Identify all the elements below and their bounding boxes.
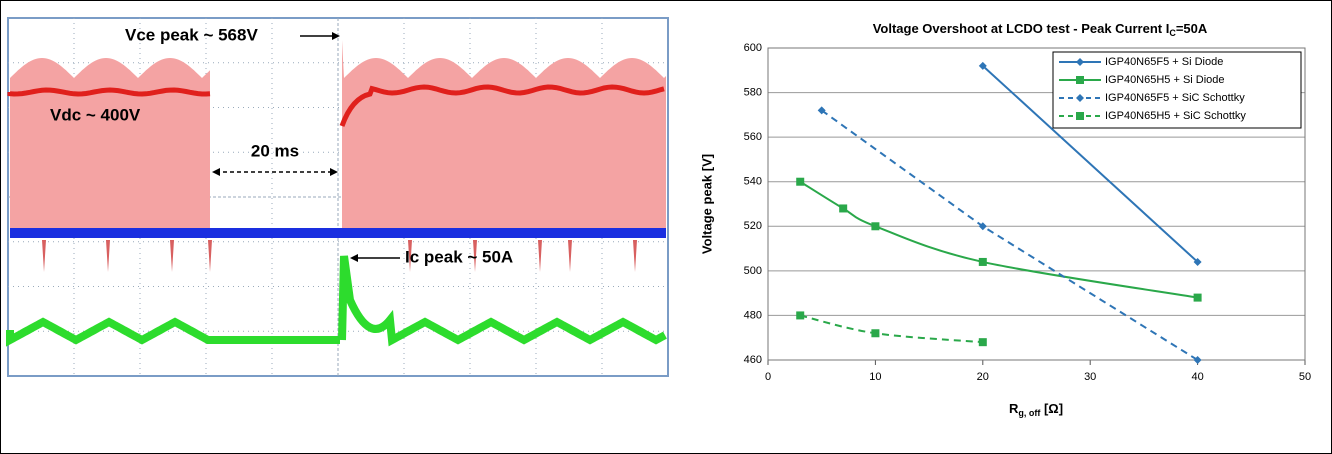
y-tick-label: 540 — [744, 176, 762, 188]
marker — [796, 311, 804, 319]
annotation: Vce peak ~ 568V — [125, 25, 258, 44]
x-tick-label: 50 — [1299, 371, 1311, 383]
legend-label: IGP40N65F5 + Si Diode — [1105, 56, 1223, 68]
y-tick-label: 580 — [744, 86, 762, 98]
annotation: Ic peak ~ 50A — [405, 247, 513, 266]
title-text: Voltage Overshoot at LCDO test - Peak Cu… — [873, 21, 1170, 36]
marker — [979, 338, 987, 346]
x-tick-label: 40 — [1191, 371, 1203, 383]
marker — [871, 329, 879, 337]
legend-marker — [1076, 76, 1084, 84]
current-band — [10, 228, 666, 238]
y-tick-label: 520 — [744, 220, 762, 232]
legend-label: IGP40N65F5 + SiC Schottky — [1105, 92, 1245, 104]
figure: Vce peak ~ 568V Vdc ~ 400V 20 ms Ic peak ~ … — [0, 0, 1332, 454]
y-tick-label: 560 — [744, 131, 762, 143]
y-axis-label: Voltage peak [V] — [699, 154, 714, 254]
title-end: =50A — [1176, 21, 1208, 36]
marker — [979, 258, 987, 266]
x-tick-label: 30 — [1084, 371, 1096, 383]
legend-label: IGP40N65H5 + SiC Schottky — [1105, 110, 1246, 122]
marker — [796, 178, 804, 186]
y-tick-label: 480 — [744, 309, 762, 321]
legend-marker — [1076, 112, 1084, 120]
x-tick-label: 20 — [977, 371, 989, 383]
oscilloscope: Vce peak ~ 568V Vdc ~ 400V 20 ms Ic peak ~ … — [8, 18, 668, 376]
marker — [839, 204, 847, 212]
chart-title: Voltage Overshoot at LCDO test - Peak Cu… — [873, 21, 1208, 38]
legend-label: IGP40N65H5 + Si Diode — [1105, 74, 1225, 86]
y-tick-label: 500 — [744, 265, 762, 277]
x-label-end: [Ω] — [1040, 401, 1063, 416]
y-tick-label: 460 — [744, 354, 762, 366]
x-tick-label: 10 — [869, 371, 881, 383]
marker — [871, 222, 879, 230]
x-tick-label: 0 — [765, 371, 771, 383]
vce-envelope — [10, 58, 210, 228]
marker — [1194, 294, 1202, 302]
x-label-sub: g, off — [1018, 408, 1041, 418]
annotation: Vdc ~ 400V — [50, 105, 141, 124]
y-tick-label: 600 — [744, 42, 762, 54]
annotation: 20 ms — [251, 141, 299, 160]
vce-envelope — [342, 40, 666, 228]
